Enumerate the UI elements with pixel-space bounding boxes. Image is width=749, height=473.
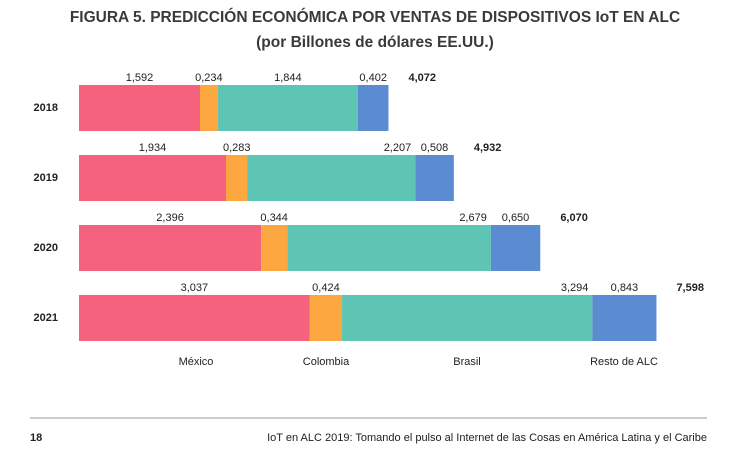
bar-segment [261, 225, 288, 271]
chart-subtitle: (por Billones de dólares EE.UU.) [256, 34, 494, 51]
bar-segment [199, 85, 218, 131]
bar-segment [357, 85, 389, 131]
legend-label: Resto de ALC [590, 356, 658, 368]
value-label: 0,508 [421, 142, 449, 154]
value-label: 0,650 [502, 212, 530, 224]
y-tick-label: 2020 [34, 242, 58, 254]
bar-segment [217, 85, 358, 131]
value-label: 2,679 [459, 212, 487, 224]
y-tick-label: 2019 [34, 172, 58, 184]
bar-segment [490, 225, 541, 271]
value-label: 0,234 [195, 72, 223, 84]
value-label: 2,207 [384, 142, 412, 154]
bar-segment [225, 155, 248, 201]
value-label: 1,844 [274, 72, 302, 84]
page-number: 18 [30, 432, 42, 444]
legend-label: Brasil [453, 356, 481, 368]
value-label: 3,037 [181, 282, 209, 294]
bar-segment [309, 295, 343, 341]
bar-segment [79, 85, 200, 131]
chart-title: FIGURA 5. PREDICCIÓN ECONÓMICA POR VENTA… [70, 8, 680, 26]
legend-label: México [179, 356, 214, 368]
bar-segment [287, 225, 491, 271]
total-label: 4,932 [474, 142, 502, 154]
value-label: 3,294 [561, 282, 589, 294]
value-label: 1,934 [139, 142, 167, 154]
bar-segment [415, 155, 454, 201]
value-label: 2,396 [156, 212, 184, 224]
value-label: 0,283 [223, 142, 251, 154]
value-label: 0,402 [359, 72, 387, 84]
legend-label: Colombia [303, 356, 350, 368]
y-tick-label: 2018 [34, 102, 58, 114]
bar-segment [79, 225, 262, 271]
bar-segment [592, 295, 657, 341]
value-label: 0,843 [611, 282, 639, 294]
bar-segment [79, 155, 226, 201]
footer-text: IoT en ALC 2019: Tomando el pulso al Int… [267, 432, 707, 444]
value-label: 0,344 [260, 212, 288, 224]
value-label: 0,424 [312, 282, 340, 294]
y-tick-label: 2021 [34, 312, 58, 324]
total-label: 4,072 [408, 72, 436, 84]
bar-segment [79, 295, 310, 341]
value-label: 1,592 [126, 72, 154, 84]
bar-segment [342, 295, 593, 341]
total-label: 7,598 [676, 282, 704, 294]
bar-segment [247, 155, 416, 201]
total-label: 6,070 [560, 212, 588, 224]
